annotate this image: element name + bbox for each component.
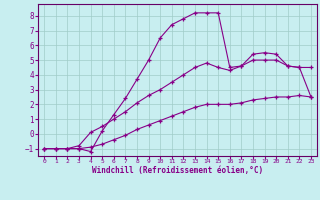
X-axis label: Windchill (Refroidissement éolien,°C): Windchill (Refroidissement éolien,°C) bbox=[92, 166, 263, 175]
